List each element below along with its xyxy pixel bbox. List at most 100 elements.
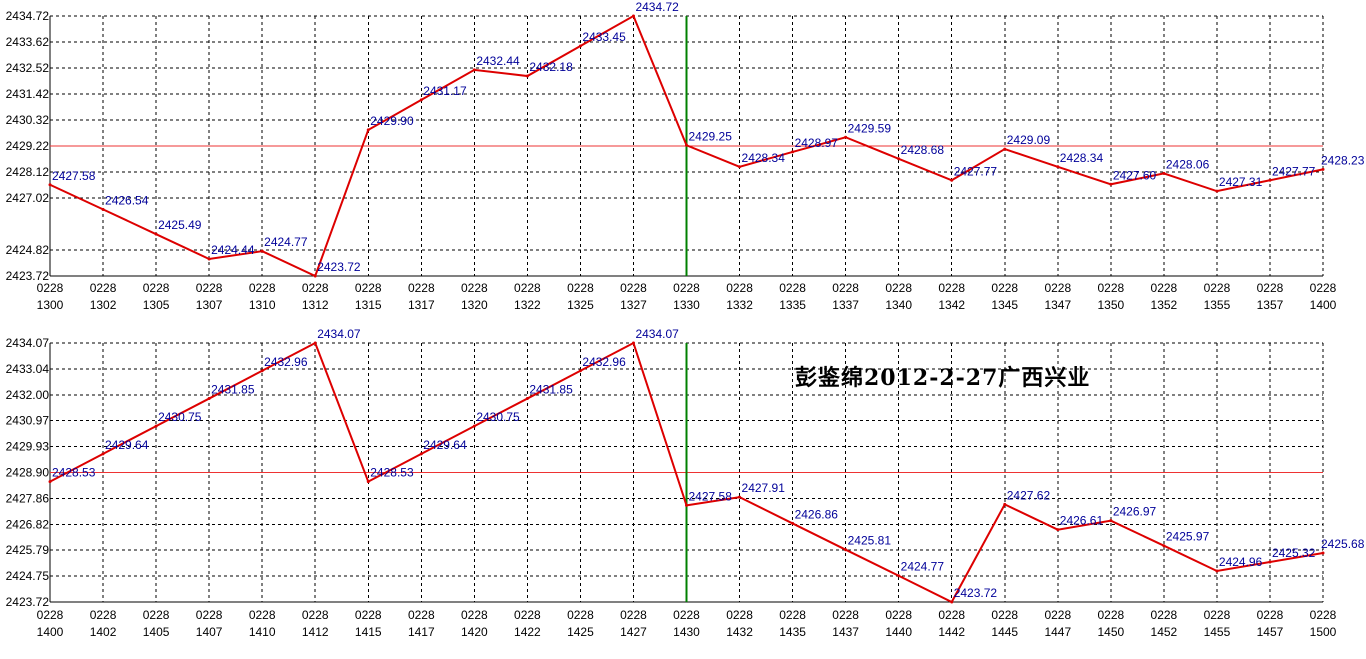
data-point bbox=[366, 480, 370, 484]
x-tick-label: 0228 bbox=[991, 608, 1018, 622]
data-label: 2428.53 bbox=[52, 466, 96, 480]
data-label: 2423.72 bbox=[317, 260, 361, 274]
data-label: 2428.97 bbox=[795, 136, 839, 150]
x-tick-label: 1405 bbox=[143, 625, 170, 639]
data-point bbox=[1215, 569, 1219, 573]
data-point bbox=[525, 74, 529, 78]
data-point bbox=[685, 503, 688, 507]
x-tick-label: 0228 bbox=[196, 608, 223, 622]
data-point bbox=[738, 495, 742, 499]
x-tick-label: 1305 bbox=[143, 298, 170, 312]
data-point bbox=[897, 157, 901, 161]
data-label: 2429.64 bbox=[423, 438, 467, 452]
x-tick-label: 1330 bbox=[673, 298, 700, 312]
x-tick-label: 1315 bbox=[355, 298, 382, 312]
data-label: 2428.53 bbox=[370, 466, 414, 480]
data-point bbox=[1321, 551, 1325, 555]
data-label: 2429.90 bbox=[370, 114, 414, 128]
data-label: 2424.77 bbox=[264, 235, 308, 249]
data-label: 2427.60 bbox=[1113, 168, 1157, 182]
data-point bbox=[207, 397, 211, 401]
x-tick-label: 1310 bbox=[249, 298, 276, 312]
x-tick-label: 0228 bbox=[90, 608, 117, 622]
data-point bbox=[313, 274, 317, 278]
y-tick-label: 2429.93 bbox=[6, 440, 50, 454]
data-label: 2424.96 bbox=[1219, 555, 1263, 569]
x-tick-label: 0228 bbox=[832, 281, 859, 295]
data-label: 2434.72 bbox=[635, 0, 679, 14]
data-label: 2428.34 bbox=[1060, 151, 1104, 165]
data-point bbox=[101, 207, 105, 211]
x-tick-label: 1447 bbox=[1044, 625, 1071, 639]
x-tick-label: 1352 bbox=[1151, 298, 1178, 312]
data-label: 2425.97 bbox=[1166, 530, 1210, 544]
data-label: 2429.09 bbox=[1007, 133, 1051, 147]
data-point bbox=[631, 14, 635, 18]
x-tick-label: 1425 bbox=[567, 625, 594, 639]
x-tick-label: 1420 bbox=[461, 625, 488, 639]
y-tick-label: 2427.86 bbox=[6, 491, 50, 505]
data-label: 2427.77 bbox=[954, 164, 998, 178]
data-label: 2428.06 bbox=[1166, 157, 1210, 171]
x-tick-label: 1412 bbox=[302, 625, 329, 639]
x-tick-label: 0228 bbox=[1097, 281, 1124, 295]
data-label: 2428.68 bbox=[901, 143, 945, 157]
x-tick-label: 0228 bbox=[726, 608, 753, 622]
x-tick-label: 1357 bbox=[1257, 298, 1284, 312]
x-tick-label: 0228 bbox=[991, 281, 1018, 295]
y-tick-label: 2428.12 bbox=[6, 165, 50, 179]
x-tick-label: 0228 bbox=[249, 281, 276, 295]
data-label: 2432.96 bbox=[582, 355, 626, 369]
x-tick-label: 1427 bbox=[620, 625, 647, 639]
y-tick-label: 2432.52 bbox=[6, 61, 50, 75]
data-point bbox=[1215, 189, 1219, 193]
x-tick-label: 1452 bbox=[1151, 625, 1178, 639]
data-point bbox=[472, 68, 476, 72]
data-point bbox=[472, 424, 476, 428]
data-point bbox=[950, 178, 954, 182]
data-point bbox=[207, 257, 211, 261]
x-tick-label: 1400 bbox=[37, 625, 64, 639]
data-point bbox=[950, 600, 954, 604]
data-label: 2427.58 bbox=[52, 169, 96, 183]
x-tick-label: 1435 bbox=[779, 625, 806, 639]
x-tick-label: 1340 bbox=[885, 298, 912, 312]
x-tick-label: 1455 bbox=[1204, 625, 1231, 639]
x-tick-label: 0228 bbox=[90, 281, 117, 295]
data-point bbox=[525, 397, 529, 401]
data-point bbox=[1056, 165, 1060, 169]
x-tick-label: 1402 bbox=[90, 625, 117, 639]
data-label: 2434.07 bbox=[635, 327, 679, 341]
chart-panel-2: 2434.072433.042432.002430.972429.932428.… bbox=[6, 327, 1365, 639]
data-point bbox=[631, 341, 635, 345]
y-tick-label: 2429.22 bbox=[6, 139, 50, 153]
data-label: 2431.85 bbox=[211, 383, 255, 397]
x-tick-label: 0228 bbox=[1044, 608, 1071, 622]
x-tick-label: 1430 bbox=[673, 625, 700, 639]
data-label: 2427.58 bbox=[689, 489, 733, 503]
y-tick-label: 2431.42 bbox=[6, 87, 50, 101]
x-tick-label: 0228 bbox=[620, 608, 647, 622]
x-tick-label: 0228 bbox=[302, 281, 329, 295]
x-tick-label: 0228 bbox=[832, 608, 859, 622]
x-tick-label: 1332 bbox=[726, 298, 753, 312]
data-point bbox=[578, 369, 582, 373]
data-label: 2431.17 bbox=[423, 84, 467, 98]
x-tick-label: 1327 bbox=[620, 298, 647, 312]
y-tick-label: 2430.97 bbox=[6, 414, 50, 428]
chart-panel-1: 2434.72 2433.62 2432.52 2431.42 2430.32 2429.… bbox=[6, 0, 1365, 312]
x-tick-label: 0228 bbox=[249, 608, 276, 622]
data-label: 2427.31 bbox=[1219, 175, 1263, 189]
x-tick-label: 0228 bbox=[408, 281, 435, 295]
x-tick-label: 1442 bbox=[938, 625, 965, 639]
data-label: 2432.96 bbox=[264, 355, 308, 369]
x-tick-label: 1322 bbox=[514, 298, 541, 312]
x-tick-label: 1307 bbox=[196, 298, 223, 312]
x-tick-label: 1302 bbox=[90, 298, 117, 312]
data-label: 2425.49 bbox=[158, 218, 202, 232]
x-tick-label: 1300 bbox=[37, 298, 64, 312]
data-point bbox=[844, 135, 848, 139]
data-label: 2430.75 bbox=[158, 410, 202, 424]
data-point bbox=[101, 452, 105, 456]
